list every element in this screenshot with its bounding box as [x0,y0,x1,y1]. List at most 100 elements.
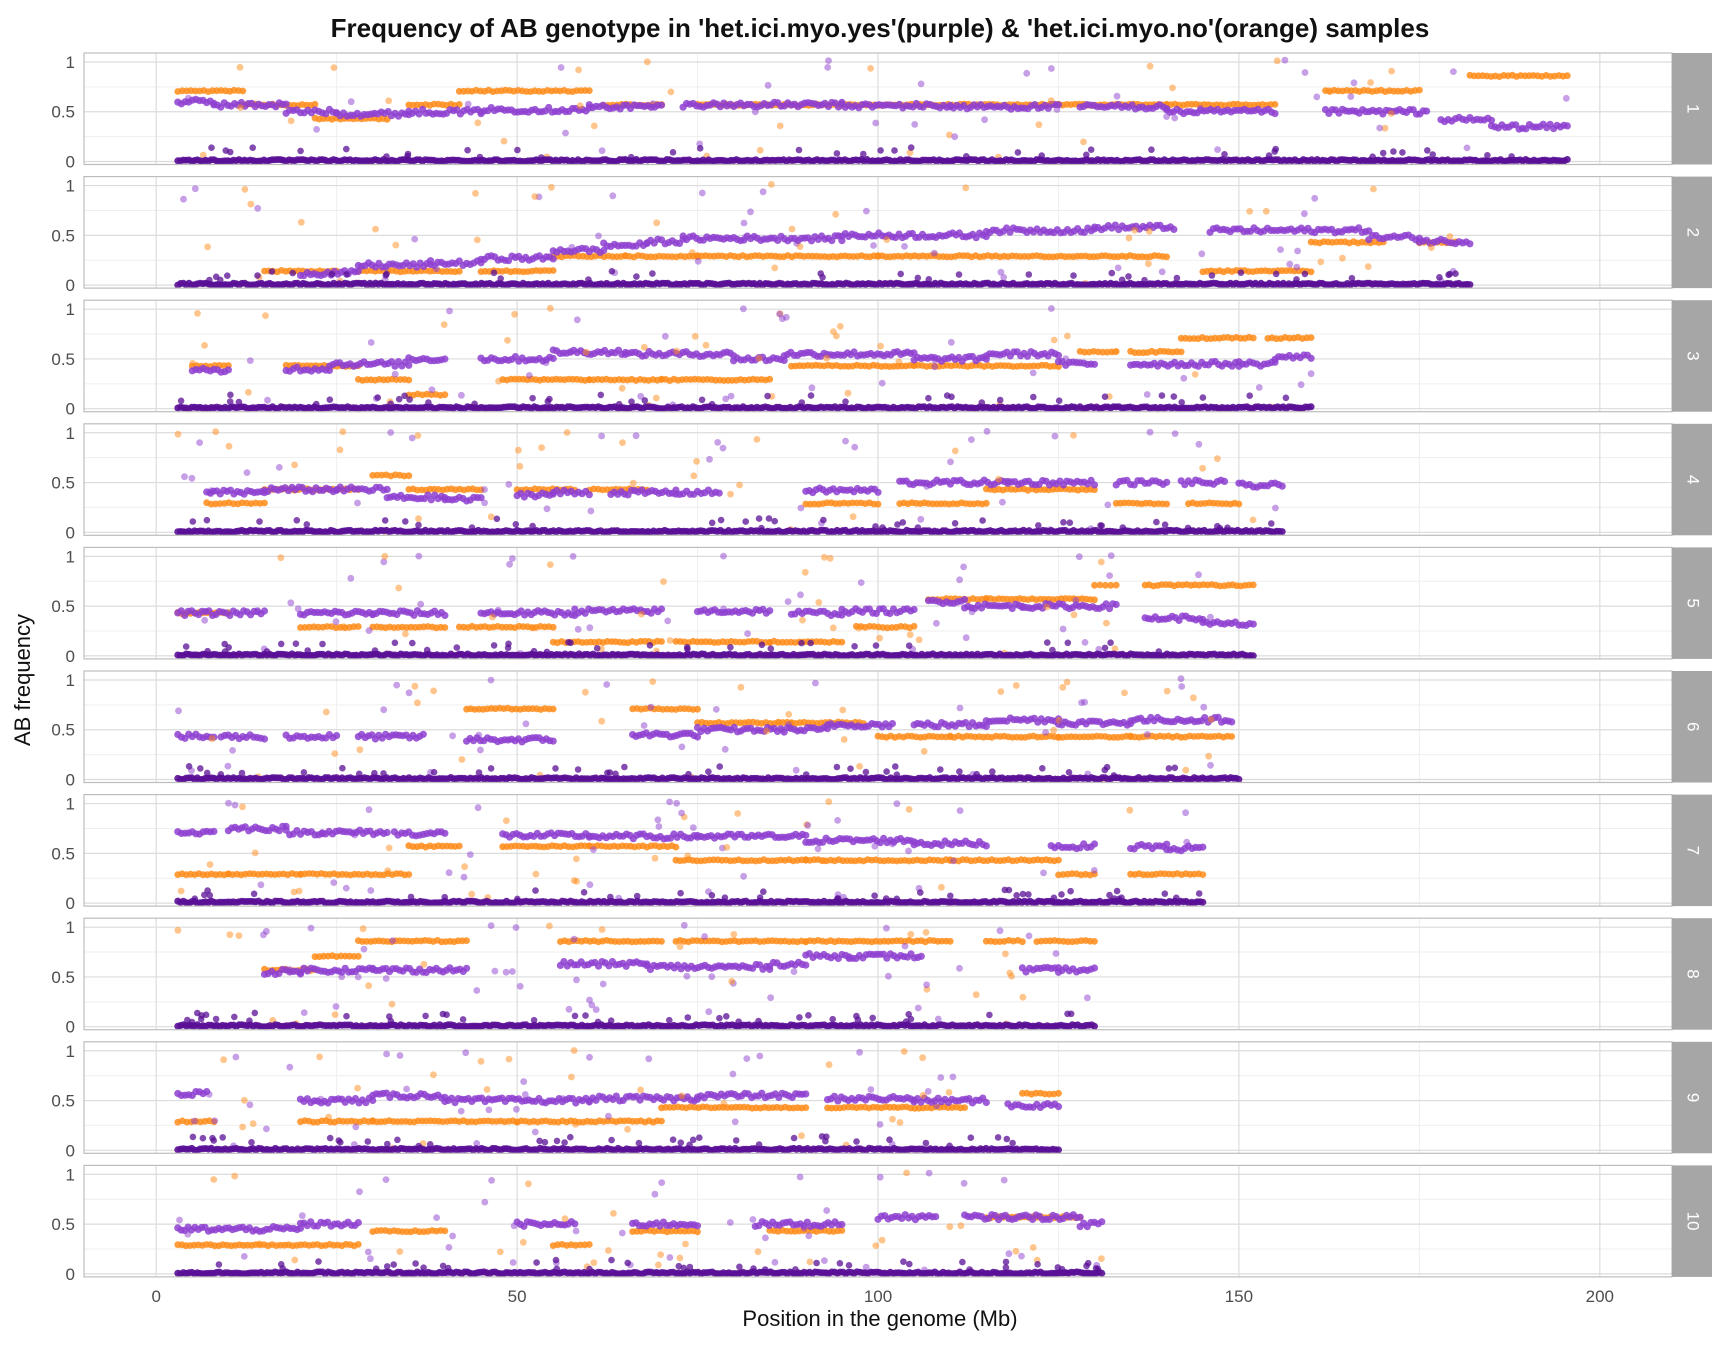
baseline-point [1279,528,1286,535]
outlier-point [531,193,538,200]
baseline-point [1424,147,1431,154]
outlier-point [465,101,472,108]
outlier-point [433,266,440,273]
outlier-point [754,436,761,443]
outlier-point [918,81,925,88]
baseline-point [699,397,706,404]
baseline-point [1445,272,1452,279]
outlier-point [488,513,495,520]
outlier-point [641,344,648,351]
outlier-point [877,343,884,350]
y-tick-label: 0 [66,400,75,419]
outlier-point [212,428,219,435]
purple-point [1279,483,1286,490]
baseline-point [1178,399,1185,406]
outlier-point [1196,441,1203,448]
baseline-point [327,396,334,403]
baseline-point [343,146,350,153]
outlier-point [1464,145,1471,152]
outlier-point [196,439,203,446]
baseline-point [224,272,231,279]
outlier-point [630,480,637,487]
baseline-point [799,399,806,406]
outlier-point [598,433,605,440]
outlier-point [1263,208,1270,215]
outlier-point [911,121,918,128]
outlier-point [1274,57,1281,64]
outlier-point [291,462,298,469]
outlier-point [797,243,804,250]
baseline-point [1273,271,1280,278]
baseline-point [404,153,411,160]
outlier-point [720,445,727,452]
orange-point [1178,349,1185,356]
outlier-point [1169,85,1176,92]
baseline-point [289,270,296,277]
outlier-point [1313,94,1320,101]
y-tick-label: 1 [66,424,75,443]
y-tick-label: 0 [66,523,75,542]
outlier-point [515,447,522,454]
baseline-point [742,518,749,525]
baseline-point [1174,275,1181,282]
outlier-point [247,201,254,208]
outlier-point [1147,63,1154,70]
outlier-point [504,337,511,344]
baseline-point [709,401,716,408]
baseline-point [178,398,185,405]
baseline-point [223,147,230,154]
outlier-point [879,380,886,387]
outlier-point [1198,250,1205,257]
baseline-point [1399,149,1406,156]
outlier-point [789,226,796,233]
outlier-point [474,237,481,244]
orange-point [1163,254,1170,261]
outlier-point [1301,210,1308,217]
outlier-point [845,390,852,397]
baseline-point [1171,393,1178,400]
outlier-point [837,323,844,330]
baseline-point [497,275,504,282]
baseline-point [1088,146,1095,153]
baseline-point [796,147,803,154]
baseline-point [979,399,986,406]
outlier-point [1293,264,1300,271]
purple-point [1055,352,1062,359]
outlier-point [354,500,361,507]
baseline-point [227,392,234,399]
baseline-point [208,144,215,151]
baseline-point [206,277,213,284]
baseline-point [204,517,211,524]
outlier-point [995,476,1002,483]
purple-point [1170,226,1177,233]
baseline-point [1083,152,1090,159]
baseline-point [382,517,389,524]
outlier-point [756,355,763,362]
outlier-point [901,243,908,250]
outlier-point [1294,248,1301,255]
outlier-point [870,242,877,249]
outlier-point [824,64,831,71]
purple-point [1423,108,1430,115]
outlier-point [722,396,729,403]
baseline-point [254,272,261,279]
baseline-point [1097,522,1104,529]
outlier-point [1376,125,1383,132]
baseline-point [1302,271,1309,278]
orange-point [911,623,918,630]
outlier-point [1145,260,1152,267]
outlier-point [1298,381,1305,388]
purple-point [716,490,723,497]
outlier-point [254,205,261,212]
outlier-point [411,236,418,243]
baseline-point [1148,146,1155,153]
baseline-point [598,392,605,399]
y-tick-label: 0 [66,647,75,666]
orange-point [875,501,882,508]
baseline-point [979,517,986,524]
outlier-point [368,339,375,346]
baseline-point [249,144,256,151]
baseline-point [956,271,963,278]
outlier-point [740,305,747,312]
outlier-point [1428,244,1435,251]
